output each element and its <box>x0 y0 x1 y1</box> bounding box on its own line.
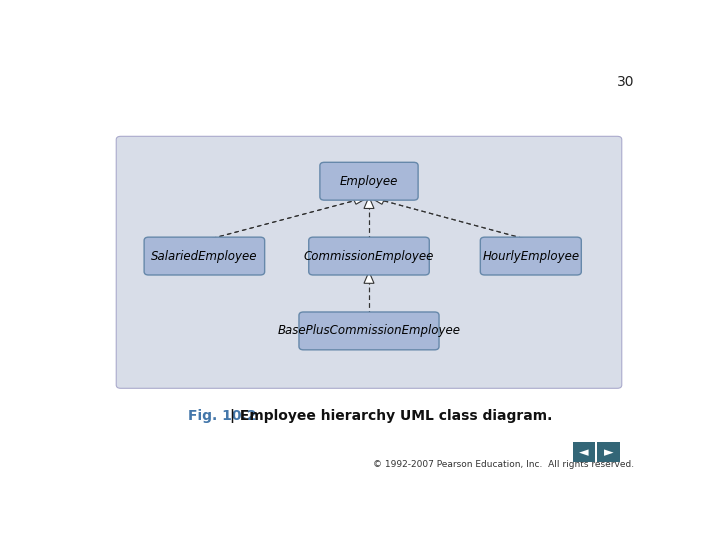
FancyBboxPatch shape <box>309 237 429 275</box>
FancyBboxPatch shape <box>480 237 581 275</box>
FancyBboxPatch shape <box>572 442 595 462</box>
Polygon shape <box>364 272 374 284</box>
Polygon shape <box>369 197 385 204</box>
Text: BasePlusCommissionEmployee: BasePlusCommissionEmployee <box>277 325 461 338</box>
Text: HourlyEmployee: HourlyEmployee <box>482 249 580 262</box>
FancyBboxPatch shape <box>116 136 622 388</box>
FancyBboxPatch shape <box>299 312 439 350</box>
Polygon shape <box>353 197 369 204</box>
FancyBboxPatch shape <box>597 442 619 462</box>
Text: ◄: ◄ <box>579 446 589 459</box>
Text: © 1992-2007 Pearson Education, Inc.  All rights reserved.: © 1992-2007 Pearson Education, Inc. All … <box>373 460 634 469</box>
FancyBboxPatch shape <box>144 237 265 275</box>
Polygon shape <box>364 197 374 208</box>
Text: CommissionEmployee: CommissionEmployee <box>304 249 434 262</box>
Text: 30: 30 <box>616 75 634 89</box>
Text: Fig. 10.2: Fig. 10.2 <box>188 409 256 423</box>
FancyBboxPatch shape <box>320 163 418 200</box>
Text: | Employee hierarchy UML class diagram.: | Employee hierarchy UML class diagram. <box>230 409 552 423</box>
Text: ►: ► <box>603 446 613 459</box>
Text: SalariedEmployee: SalariedEmployee <box>151 249 258 262</box>
Text: Employee: Employee <box>340 175 398 188</box>
